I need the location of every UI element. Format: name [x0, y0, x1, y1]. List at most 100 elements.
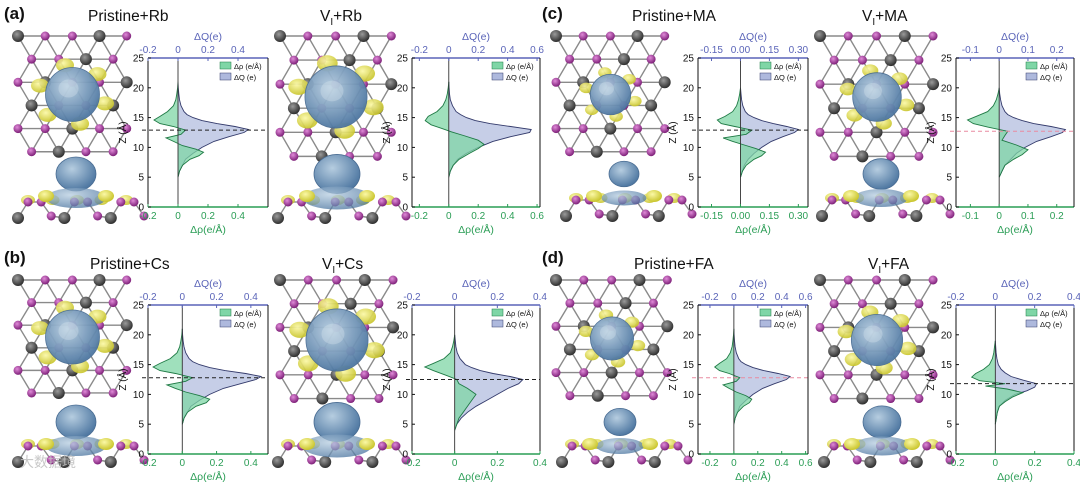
series-area-drho — [714, 328, 752, 425]
iodine-atom — [386, 127, 396, 137]
legend-swatch-drho — [759, 61, 772, 70]
series-area-dq — [999, 87, 1066, 178]
iodine-atom — [354, 211, 364, 221]
iodine-atom — [851, 209, 861, 219]
isosurface-blue — [589, 73, 632, 116]
panel-label-b: (b) — [4, 248, 26, 267]
iodine-atom — [914, 151, 924, 161]
iodine-atom — [673, 441, 683, 451]
y-tick-label: 0 — [402, 450, 408, 461]
lead-atom — [120, 76, 133, 89]
isosurface-yellow — [38, 190, 54, 202]
lead-atom — [648, 456, 661, 468]
iodine-atom — [928, 127, 938, 137]
panel-label-a: (a) — [4, 4, 25, 23]
lead-atom — [316, 392, 329, 405]
iodine-atom — [93, 455, 103, 465]
isosurface-blue — [304, 65, 368, 129]
legend-label-dq: ΔQ (e) — [774, 320, 797, 329]
iodine-atom — [551, 77, 561, 87]
side-view-structure — [272, 402, 411, 468]
x-tick-label: 0 — [180, 458, 186, 469]
iodine-atom — [377, 197, 387, 207]
iodine-atom — [592, 54, 602, 64]
x2-tick-label: 0 — [996, 45, 1002, 56]
lead-atom — [387, 321, 400, 334]
isosurface-highlight — [599, 81, 614, 96]
lead-atom — [870, 126, 883, 139]
iodine-atom — [886, 394, 896, 404]
x-axis-label: Δρ(e/Å) — [735, 470, 771, 483]
isosurface-highlight — [320, 80, 344, 102]
iodine-atom — [95, 365, 105, 375]
x2-tick-label: 0 — [993, 292, 999, 303]
legend-swatch-dq — [1025, 319, 1038, 328]
legend-label-drho: Δρ (e/Å) — [506, 309, 534, 318]
iodine-atom — [332, 275, 342, 285]
x2-axis-label: ΔQ(e) — [1001, 31, 1029, 43]
iodine-atom — [565, 54, 575, 64]
y-tick-label: 0 — [688, 203, 694, 214]
iodine-atom — [116, 441, 126, 451]
lead-atom — [661, 320, 674, 333]
isosurface-blue — [46, 188, 106, 208]
isosurface-yellow — [38, 438, 54, 450]
isosurface-yellow — [898, 98, 915, 112]
series-line-drho — [970, 340, 1025, 425]
series-area-dq — [454, 334, 523, 431]
iodine-atom — [13, 77, 23, 87]
legend-label-drho: Δρ (e/Å) — [234, 62, 262, 71]
y-axis-label: Z (Å) — [116, 368, 129, 390]
iodine-atom — [914, 394, 924, 404]
lead-atom — [12, 212, 24, 224]
y-tick-label: 0 — [946, 450, 952, 461]
x-tick-label: 0.00 — [731, 211, 751, 222]
x-tick-label: 0 — [993, 458, 999, 469]
x-axis-label: Δρ(e/Å) — [997, 470, 1033, 483]
iodine-atom — [122, 124, 132, 134]
isosurface-yellow — [839, 82, 856, 96]
isosurface-yellow — [299, 438, 315, 450]
side-view-structure — [818, 405, 955, 468]
isosurface-blue — [603, 407, 637, 436]
y-tick-label: 15 — [941, 113, 953, 124]
x-tick-label: 0.4 — [231, 211, 245, 222]
lead-atom — [617, 53, 630, 66]
y-axis-label: Z (Å) — [666, 121, 679, 143]
x-tick-label: 0.1 — [1021, 211, 1035, 222]
y-tick-label: 15 — [133, 360, 145, 371]
y-tick-label: 20 — [397, 83, 409, 94]
lead-atom — [606, 210, 619, 222]
lead-atom — [358, 274, 371, 286]
x-axis-label: Δρ(e/Å) — [997, 223, 1033, 236]
isosurface-yellow — [288, 78, 309, 95]
x2-tick-label: 0.2 — [471, 45, 485, 56]
y-tick-label: 25 — [941, 54, 953, 65]
lead-atom — [93, 30, 106, 42]
isosurface-yellow — [646, 190, 662, 202]
x-tick-label: 0.6 — [799, 458, 813, 469]
lead-atom — [344, 297, 357, 310]
series-area-drho — [971, 340, 1023, 425]
iodine-atom — [683, 455, 693, 465]
iodine-atom — [289, 151, 299, 161]
x2-tick-label: 0.2 — [751, 292, 765, 303]
y-tick-label: 5 — [688, 173, 694, 184]
legend-swatch-drho — [491, 308, 504, 317]
iodine-atom — [857, 55, 867, 65]
iodine-atom — [928, 31, 938, 41]
iodine-atom — [646, 54, 656, 64]
series-line-drho — [153, 81, 205, 178]
lead-atom — [647, 343, 660, 356]
iodine-atom — [13, 320, 23, 330]
y-tick-label: 25 — [133, 54, 145, 65]
x2-axis-label: ΔQ(e) — [739, 31, 767, 43]
side-view-structure — [816, 158, 955, 222]
x-tick-label: 0 — [175, 211, 181, 222]
x2-tick-label: 0.2 — [1050, 45, 1064, 56]
y-tick-label: 5 — [138, 173, 144, 184]
isosurface-blue — [608, 160, 640, 188]
iodine-atom — [108, 147, 118, 157]
